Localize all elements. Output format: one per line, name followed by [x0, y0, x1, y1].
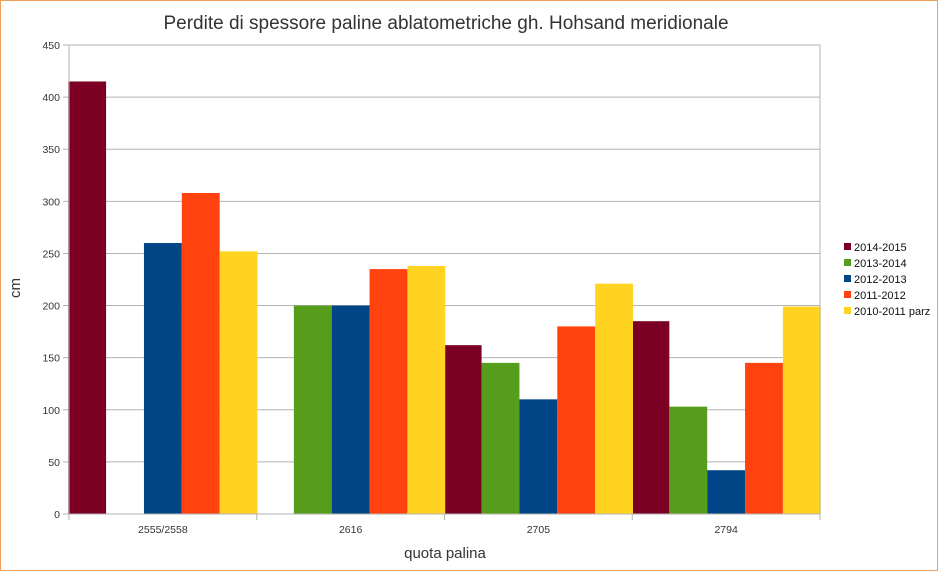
- x-tick-label: 2705: [527, 524, 551, 536]
- x-tick-labels: 2555/2558 2616 2705 2794: [138, 524, 738, 536]
- x-axis-title: quota palina: [404, 545, 486, 562]
- legend-swatch: [844, 243, 851, 250]
- bar: [219, 251, 258, 515]
- legend-label: 2013-2014: [854, 258, 907, 270]
- bar: [331, 305, 370, 514]
- y-tick-label: 100: [42, 405, 60, 417]
- bar: [143, 243, 182, 514]
- legend-label: 2014-2015: [854, 242, 907, 254]
- bar: [631, 321, 670, 514]
- y-axis-title: cm: [7, 278, 24, 298]
- legend-swatch: [844, 307, 851, 314]
- bar: [782, 306, 821, 514]
- bar: [481, 362, 520, 514]
- legend-label: 2010-2011 parz: [854, 306, 930, 318]
- bar: [293, 305, 332, 514]
- bar: [443, 345, 482, 514]
- bar: [68, 81, 107, 514]
- bar: [519, 399, 558, 514]
- legend-label: 2011-2012: [854, 290, 906, 302]
- y-tick-label: 350: [42, 144, 60, 156]
- y-tick-label: 250: [42, 248, 60, 260]
- legend-swatch: [844, 259, 851, 266]
- y-tick-label: 0: [54, 509, 60, 521]
- legend: 2014-2015 2013-2014 2012-2013 2011-2012 2010…: [844, 242, 930, 318]
- bar: [707, 470, 746, 514]
- x-tick-label: 2794: [714, 524, 738, 536]
- y-tick-label: 300: [42, 196, 60, 208]
- y-tick-label: 400: [42, 92, 60, 104]
- y-tick-labels: 0 50 100 150 200 250 300 350 400 450: [42, 40, 60, 521]
- bars: [68, 81, 821, 515]
- chart-title: Perdite di spessore paline ablatometrich…: [163, 13, 728, 34]
- bar: [669, 406, 708, 514]
- x-tick-label: 2616: [339, 524, 363, 536]
- bar: [557, 326, 596, 514]
- bar: [181, 192, 220, 515]
- y-tick-label: 200: [42, 301, 60, 313]
- y-tick-label: 50: [48, 457, 60, 469]
- axes: [68, 44, 821, 520]
- legend-swatch: [844, 291, 851, 298]
- bar: [369, 269, 408, 514]
- legend-swatch: [844, 275, 851, 282]
- x-tick-label: 2555/2558: [138, 524, 188, 536]
- bar: [595, 283, 634, 514]
- legend-label: 2012-2013: [854, 274, 907, 286]
- bar: [745, 362, 783, 514]
- y-tick-label: 150: [42, 353, 60, 365]
- bar: [407, 265, 446, 514]
- y-tick-label: 450: [42, 40, 60, 52]
